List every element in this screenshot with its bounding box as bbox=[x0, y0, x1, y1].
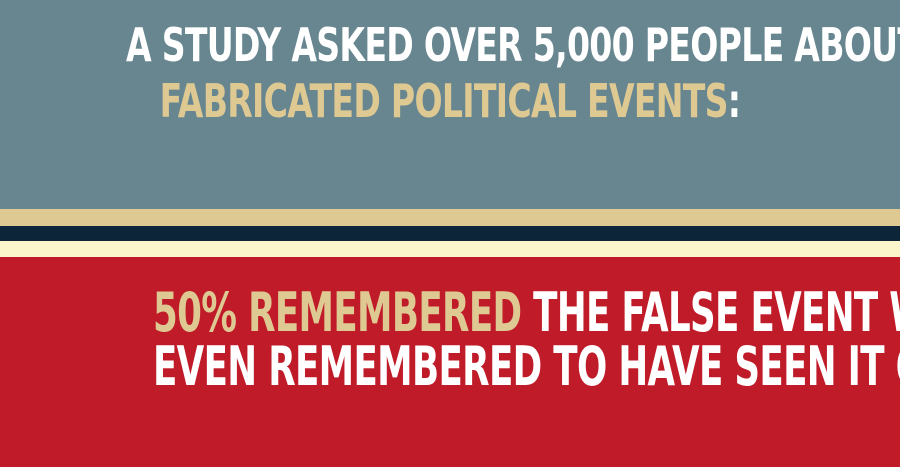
bottom-line-1-rest: THE FALSE EVENT WHILE 27% bbox=[533, 281, 900, 344]
bottom-line-1-highlight: 50% REMEMBERED bbox=[153, 281, 522, 344]
navy-stripe bbox=[0, 226, 900, 241]
top-line-1-text: A STUDY ASKED OVER 5,000 PEOPLE ABOUT FI… bbox=[126, 18, 900, 72]
top-headline-line-1: A STUDY ASKED OVER 5,000 PEOPLE ABOUT FI… bbox=[126, 18, 900, 72]
top-line-2-colon: : bbox=[727, 74, 741, 128]
top-panel bbox=[0, 0, 900, 209]
top-headline-line-2: FABRICATED POLITICAL EVENTS: bbox=[126, 74, 774, 128]
bottom-headline-line-2: EVEN REMEMBERED TO HAVE SEEN IT ON THE N… bbox=[153, 336, 900, 398]
bottom-headline-line-1: 50% REMEMBERED THE FALSE EVENT WHILE 27% bbox=[153, 281, 900, 344]
bottom-line-2-text: EVEN REMEMBERED TO HAVE SEEN IT ON THE N… bbox=[153, 335, 900, 398]
bottom-panel bbox=[0, 257, 900, 467]
cream-stripe bbox=[0, 241, 900, 257]
gold-stripe bbox=[0, 209, 900, 226]
top-line-2-highlight: FABRICATED POLITICAL EVENTS bbox=[159, 74, 729, 128]
